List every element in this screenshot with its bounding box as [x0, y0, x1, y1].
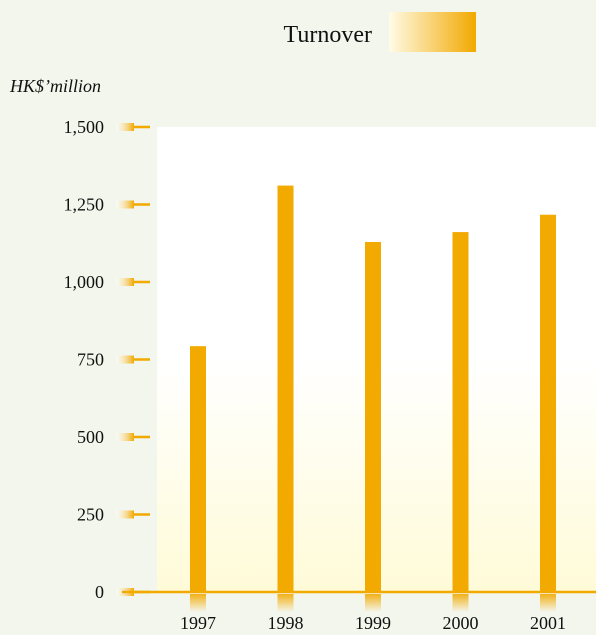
bar-2001	[540, 214, 556, 593]
legend-swatch	[389, 12, 476, 52]
bars	[190, 185, 556, 612]
y-axis: 0 250 500 750 1,000 1,250 1,500	[64, 117, 150, 602]
y-tick-label: 750	[77, 350, 104, 370]
x-tick-label: 1998	[268, 613, 304, 633]
x-axis: 1997 1998 1999 2000 2001	[180, 613, 566, 633]
y-tick-marker	[116, 433, 134, 441]
x-tick-label: 2001	[530, 613, 566, 633]
bar-1999	[365, 242, 381, 592]
y-tick-label: 1,000	[64, 272, 105, 292]
y-tick-marker	[116, 123, 134, 131]
bar-1997	[190, 346, 206, 592]
y-axis-label: HK$’million	[9, 76, 101, 96]
y-tick-marker	[116, 200, 134, 209]
x-tick-label: 1999	[355, 613, 391, 633]
bar-2000	[452, 232, 469, 592]
x-tick-label: 1997	[180, 613, 216, 633]
bar-reflection	[452, 594, 469, 612]
bar-reflection	[540, 594, 556, 612]
y-tick-label: 1,500	[64, 117, 105, 137]
y-tick-label: 1,250	[64, 195, 105, 215]
bar-1998	[277, 185, 294, 592]
y-tick-label: 0	[95, 582, 104, 602]
bar-reflection	[365, 594, 381, 612]
y-tick-marker	[116, 278, 134, 286]
x-tick-label: 2000	[443, 613, 479, 633]
y-tick-marker	[116, 355, 134, 364]
y-tick-label: 250	[77, 505, 104, 525]
y-tick-label: 500	[77, 427, 104, 447]
chart-title: Turnover	[284, 22, 372, 48]
y-tick-marker	[116, 510, 134, 519]
bar-reflection	[277, 594, 294, 612]
bar-reflection	[190, 594, 206, 612]
